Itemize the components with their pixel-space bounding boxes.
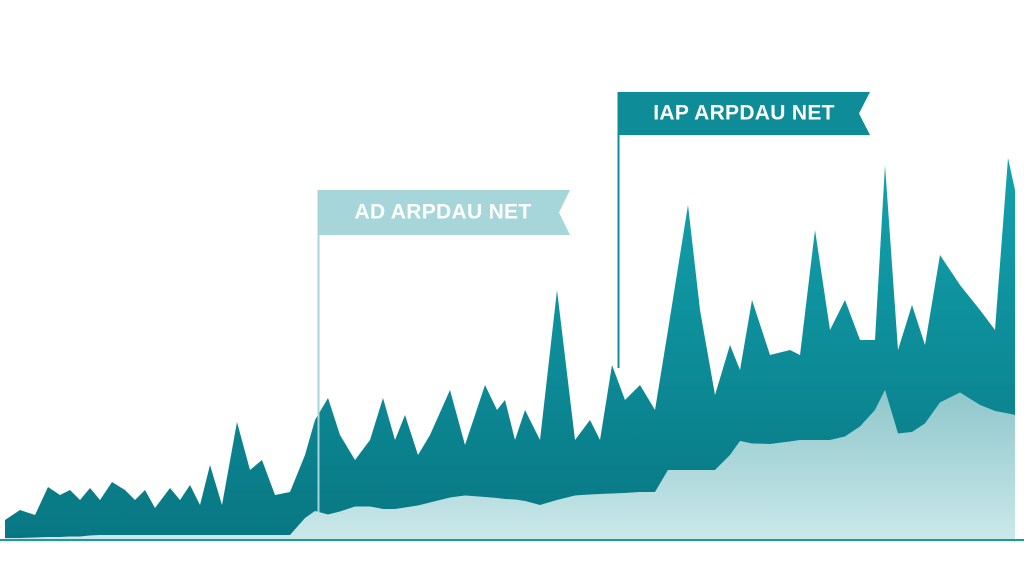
ad-flag: AD ARPDAU NET bbox=[317, 190, 570, 512]
flag-banner bbox=[318, 190, 570, 235]
area bbox=[5, 390, 1015, 540]
area bbox=[5, 158, 1015, 538]
flag-label: AD ARPDAU NET bbox=[355, 201, 532, 224]
flag-banner bbox=[618, 92, 870, 135]
iap-flag: IAP ARPDAU NET bbox=[617, 92, 870, 368]
flag-label: IAP ARPDAU NET bbox=[653, 102, 835, 125]
areas bbox=[5, 158, 1015, 540]
